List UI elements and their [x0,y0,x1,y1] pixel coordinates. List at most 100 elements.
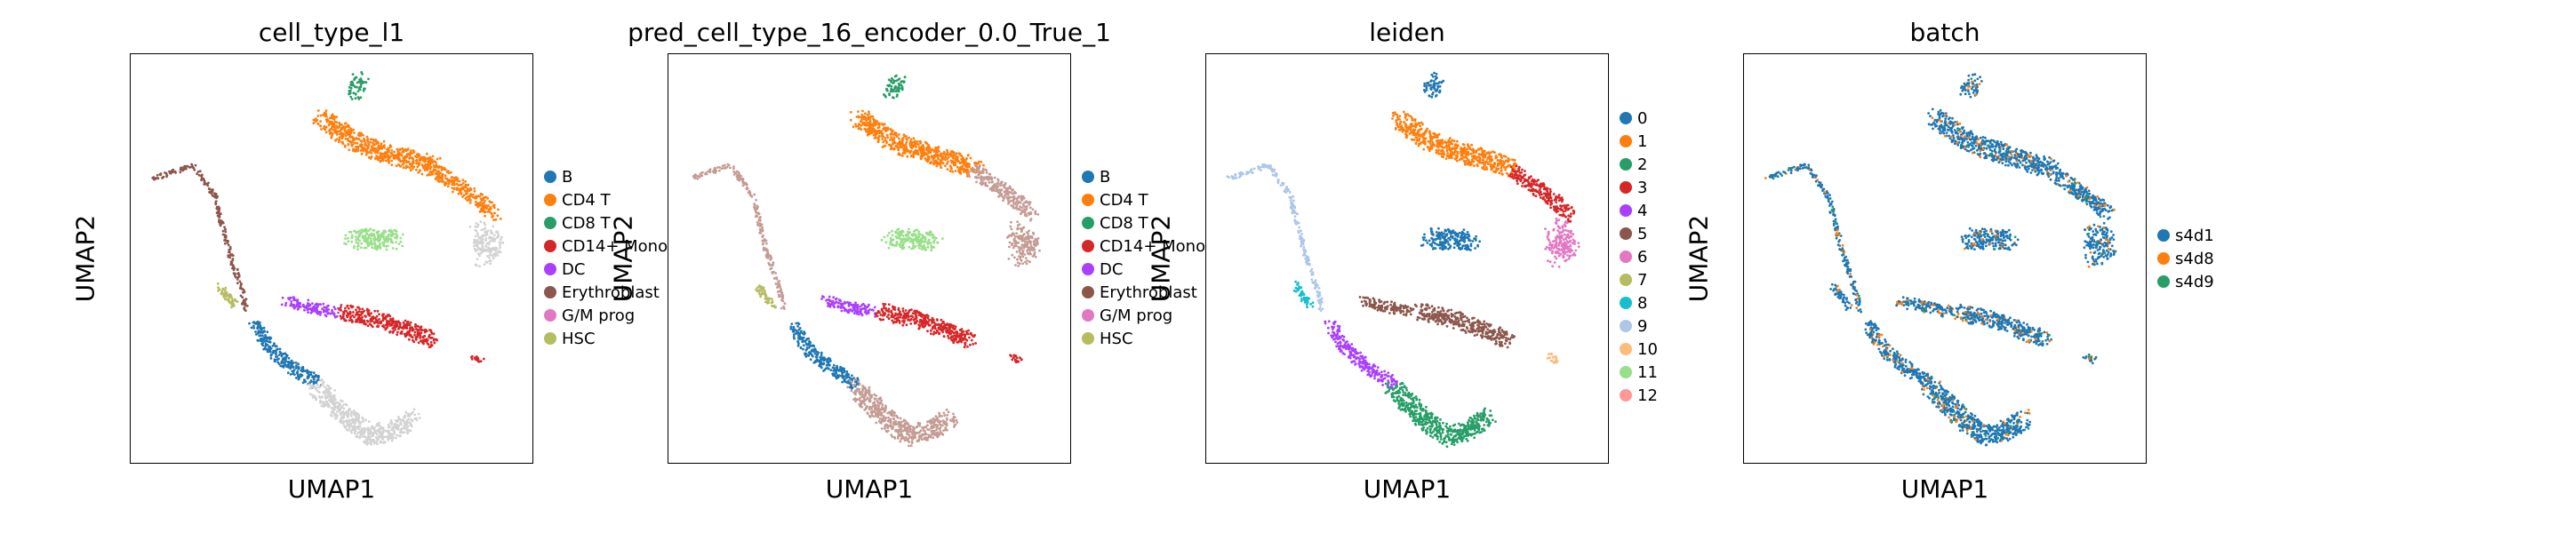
cell-point [359,246,363,249]
cell-point [902,321,906,324]
cell-point [229,300,232,304]
cell-point [969,343,972,346]
cell-point [960,168,964,171]
cell-point [383,152,387,155]
cell-point [397,243,401,245]
cell-point [356,418,360,422]
cell-point [328,130,332,132]
cell-point [431,172,435,176]
cell-point [227,298,230,302]
cell-point [322,380,325,384]
cell-point [398,326,402,329]
cell-point [307,298,310,302]
cell-point [376,309,380,313]
cell-point [240,282,243,286]
cell-point [311,395,315,399]
cell-point [1028,203,1031,206]
cell-point [201,173,204,177]
cell-point [1018,200,1021,203]
cell-point [892,320,896,323]
cell-point [372,141,375,145]
legend: B CD4 T CD8 T CD14+ Mono DC Erythroblast G/M p… [544,165,668,350]
cell-point [900,85,904,89]
cell-point [170,171,172,175]
cell-point [364,418,367,422]
cell-point [857,127,860,131]
cell-point [759,229,763,233]
cell-point [313,376,316,379]
cell-point [268,345,271,348]
cell-point [400,330,403,334]
cell-point [852,312,856,314]
cell-point [832,296,836,299]
cell-point [483,210,486,213]
cell-point [378,421,380,425]
cell-point [913,144,916,147]
cell-point [268,350,271,354]
cell-point [344,234,348,237]
cell-point [979,181,982,185]
cell-point [741,184,745,187]
cell-point [1017,241,1020,244]
cell-point [382,229,386,233]
cell-point [360,139,364,143]
cell-point [914,238,917,242]
cell-point [948,170,952,173]
cell-point [358,239,361,243]
cell-point [899,245,902,249]
cell-point [1012,246,1015,250]
legend-marker [544,194,556,206]
cell-point [929,329,932,332]
cell-point [772,277,776,280]
cell-point [477,247,481,251]
cell-point [416,324,420,328]
cell-point [395,164,398,168]
cell-point [940,158,944,161]
cell-point [1013,354,1017,358]
cell-point [775,277,779,281]
cell-point [891,234,894,237]
cell-point [908,231,911,234]
cell-point [266,347,268,351]
cell-point [452,176,456,179]
cell-point [232,272,236,275]
cell-point [328,395,332,399]
cell-point [365,442,369,446]
cell-point [423,160,427,163]
cell-point [932,245,934,249]
cell-point [932,160,936,163]
cell-point [409,169,412,172]
cell-point [708,171,712,174]
cell-point [412,408,416,411]
cell-point [457,192,460,195]
cell-point [917,235,921,239]
cell-point [1003,196,1005,200]
cell-point [883,305,885,308]
cell-point [900,84,903,86]
cell-point [244,298,248,300]
cell-point [960,328,964,330]
cell-point [762,249,765,251]
cell-point [924,324,927,327]
cell-cluster-tiny [470,354,485,363]
cell-point [732,170,735,173]
cell-point [901,235,905,237]
cell-point [367,420,371,423]
cell-point [423,329,426,332]
cell-point [379,156,382,160]
cell-point [1009,195,1012,199]
cell-point [361,416,364,419]
cell-point [324,400,328,403]
cell-point [493,237,497,241]
cell-point [758,290,761,292]
cell-point [990,180,994,184]
cell-point [215,207,219,211]
cell-point [891,138,893,141]
cell-point [915,142,918,146]
cell-point [1025,240,1028,243]
cell-point [868,125,872,129]
cell-point [1008,241,1012,244]
cell-point [358,144,362,147]
cell-point [999,184,1002,187]
cell-point [893,308,897,311]
